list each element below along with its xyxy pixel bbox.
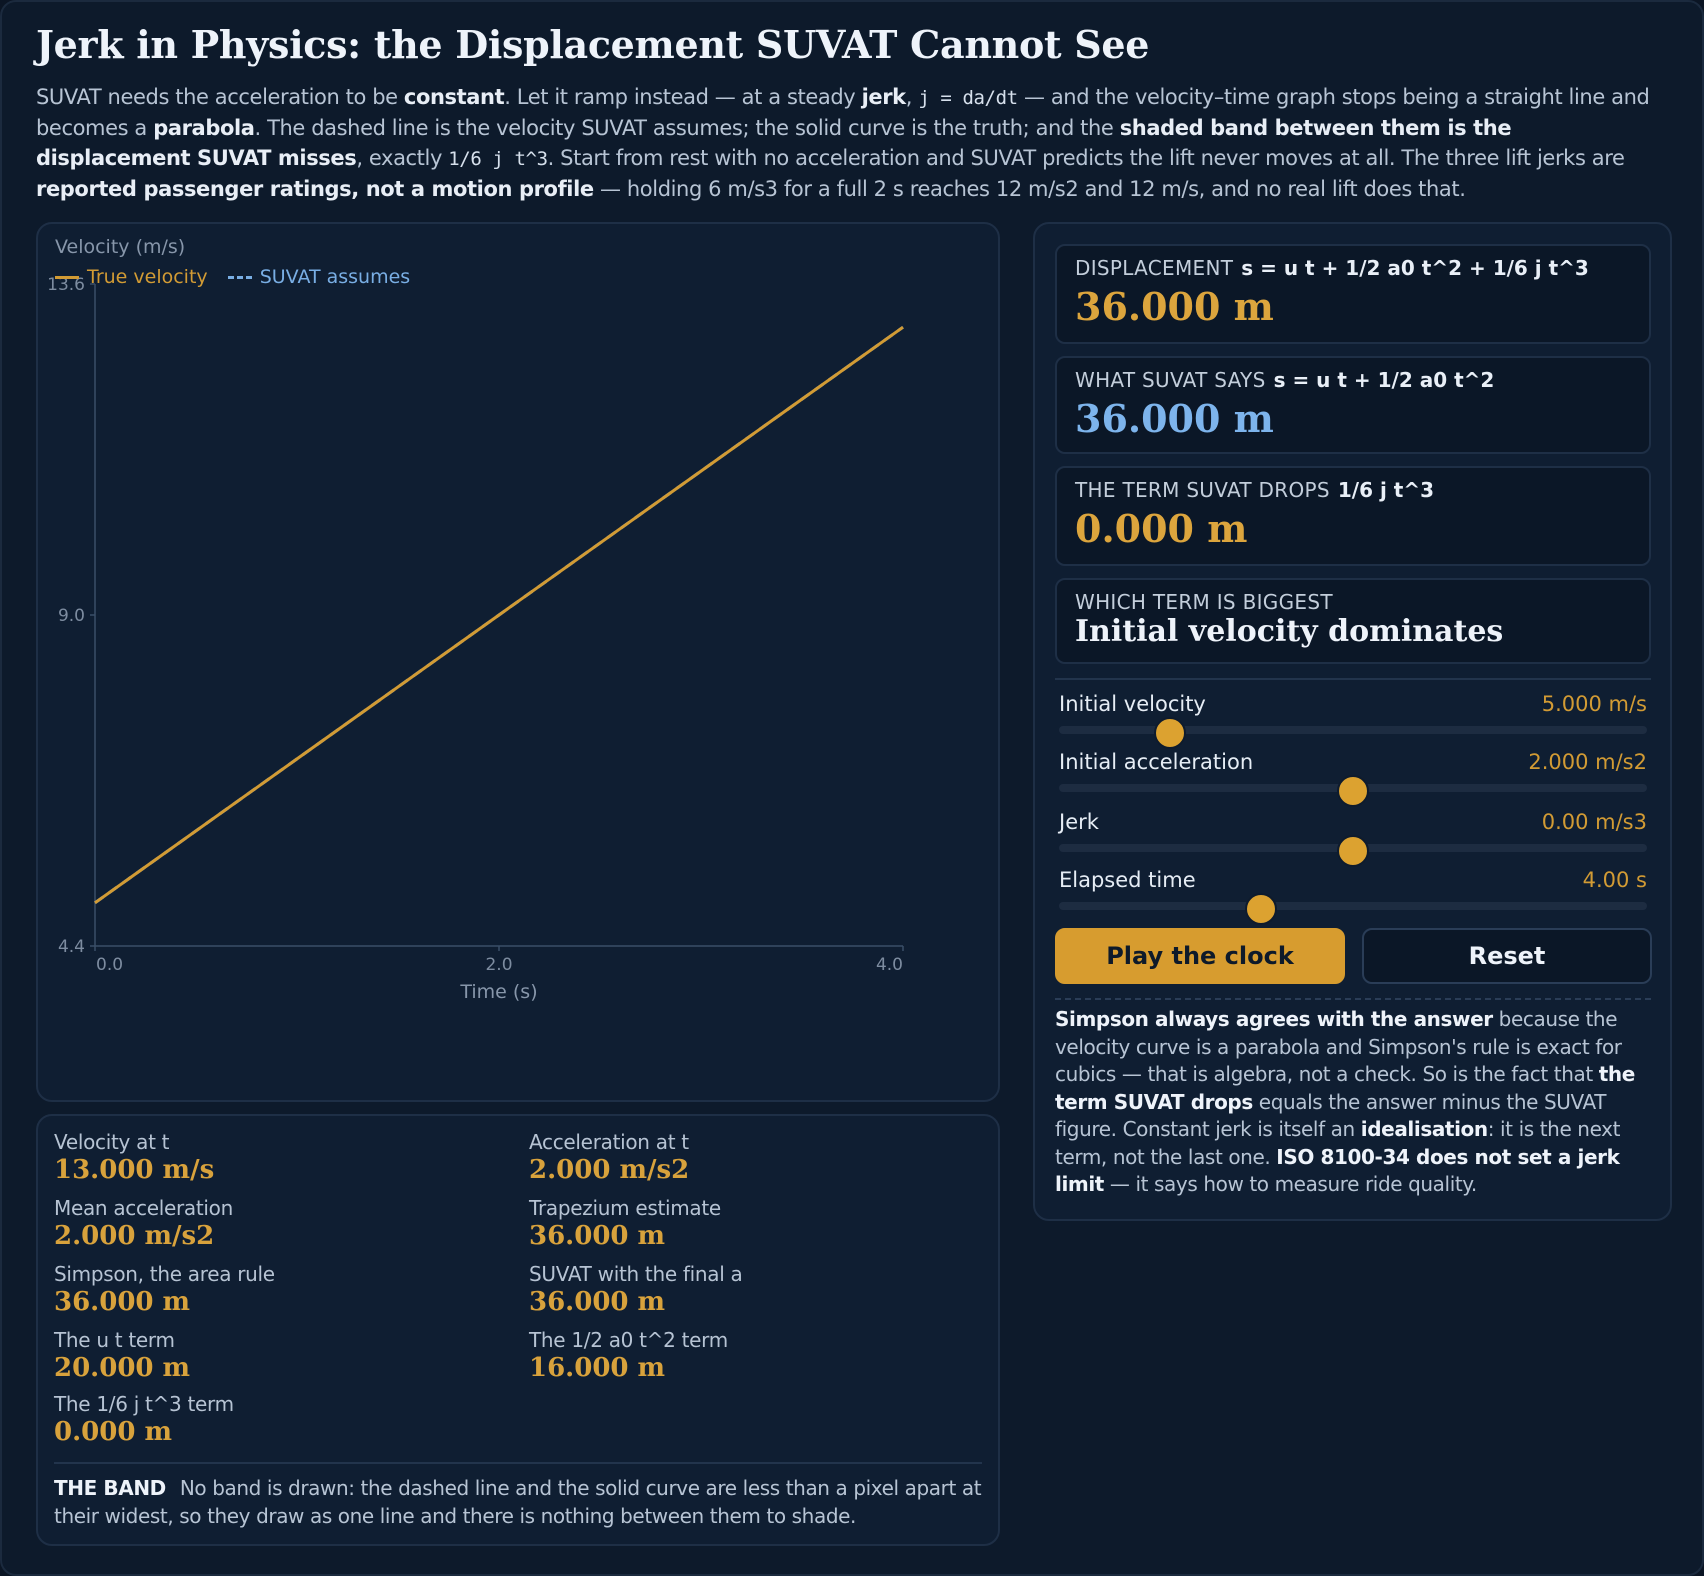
- slider-thumb[interactable]: [1245, 893, 1278, 925]
- dropped-term-label: THE TERM SUVAT DROPS: [1075, 478, 1330, 502]
- initial-acceleration-label: Initial acceleration: [1059, 750, 1254, 774]
- velocity-time-chart: 13.6 9.0 4.4 0.0 2.0 4.0 Time (s): [47, 275, 904, 1003]
- slider-track[interactable]: [1059, 902, 1647, 910]
- suvat-formula: s = u t + 1/2 a0 t^2: [1273, 368, 1495, 392]
- slider-thumb[interactable]: [1337, 835, 1369, 867]
- stat-suvat-final: SUVAT with the final a 36.000 m: [529, 1262, 743, 1317]
- y-axis-label: Velocity (m/s): [55, 236, 186, 258]
- stat-velocity: Velocity at t 13.000 m/s: [54, 1130, 215, 1185]
- stats-panel: Velocity at t 13.000 m/s Acceleration at…: [36, 1114, 1000, 1546]
- displacement-formula: s = u t + 1/2 a0 t^2 + 1/6 j t^3: [1241, 256, 1589, 280]
- band-note: THE BAND No band is drawn: the dashed lin…: [54, 1476, 982, 1528]
- elapsed-time-value: 4.00 s: [1582, 868, 1647, 892]
- initial-velocity-slider[interactable]: Initial velocity 5.000 m/s: [1059, 692, 1647, 749]
- reset-button[interactable]: Reset: [1362, 928, 1652, 984]
- biggest-term-card: WHICH TERM IS BIGGEST Initial velocity d…: [1055, 578, 1651, 664]
- displacement-value: 36.000 m: [1075, 284, 1274, 329]
- jerk-slider[interactable]: Jerk 0.00 m/s3: [1059, 810, 1647, 867]
- x-axis-label: Time (s): [459, 981, 537, 1003]
- legend-solid-swatch: [55, 276, 79, 279]
- stat-jerk-term: The 1/6 j t^3 term 0.000 m: [54, 1392, 234, 1447]
- x-tick-label: 2.0: [485, 955, 512, 975]
- controls-divider: [1055, 678, 1651, 680]
- stat-half-a-term: The 1/2 a0 t^2 term 16.000 m: [529, 1328, 728, 1383]
- note-divider: [1055, 998, 1651, 1000]
- jerk-value: 0.00 m/s3: [1541, 810, 1647, 834]
- simpson-note: Simpson always agrees with the answer be…: [1055, 1007, 1635, 1196]
- slider-thumb[interactable]: [1337, 775, 1369, 807]
- stat-acceleration: Acceleration at t 2.000 m/s2: [529, 1130, 690, 1185]
- biggest-term-value: Initial velocity dominates: [1075, 614, 1504, 649]
- initial-velocity-label: Initial velocity: [1059, 692, 1206, 716]
- suvat-value: 36.000 m: [1075, 396, 1274, 441]
- legend-dashed-swatch: [227, 276, 252, 279]
- suvat-card: WHAT SUVAT SAYS s = u t + 1/2 a0 t^2 36.0…: [1055, 356, 1651, 454]
- suvat-label: WHAT SUVAT SAYS: [1075, 368, 1266, 392]
- initial-velocity-value: 5.000 m/s: [1541, 692, 1647, 716]
- stats-divider: [54, 1462, 982, 1464]
- chart-legend: True velocity SUVAT assumes: [55, 266, 424, 288]
- stat-mean-acceleration: Mean acceleration 2.000 m/s2: [54, 1196, 233, 1251]
- initial-acceleration-slider[interactable]: Initial acceleration 2.000 m/s2: [1059, 750, 1647, 807]
- intro-text: SUVAT needs the acceleration to be const…: [36, 85, 1650, 201]
- true-velocity-line: [94, 325, 904, 905]
- stat-ut-term: The u t term 20.000 m: [54, 1328, 191, 1383]
- dropped-term-value: 0.000 m: [1075, 506, 1248, 551]
- velocity-chart-panel: 13.6 9.0 4.4 0.0 2.0 4.0 Time (s) Velocity (m/…: [36, 222, 1000, 1102]
- play-clock-button[interactable]: Play the clock: [1055, 928, 1345, 984]
- stat-trapezium: Trapezium estimate 36.000 m: [529, 1196, 721, 1251]
- elapsed-time-label: Elapsed time: [1059, 868, 1196, 892]
- biggest-term-label: WHICH TERM IS BIGGEST: [1075, 590, 1333, 614]
- legend-suvat-assumes: SUVAT assumes: [227, 266, 410, 288]
- slider-track[interactable]: [1059, 726, 1647, 734]
- jerk-label: Jerk: [1059, 810, 1099, 834]
- x-tick-label: 0.0: [96, 955, 123, 975]
- stat-simpson: Simpson, the area rule 36.000 m: [54, 1262, 275, 1317]
- controls-panel: DISPLACEMENT s = u t + 1/2 a0 t^2 + 1/6 j…: [1033, 222, 1672, 1221]
- x-tick-label: 4.0: [876, 955, 903, 975]
- legend-true-velocity: True velocity: [55, 266, 208, 288]
- y-tick-label: 13.6: [47, 275, 85, 295]
- displacement-label: DISPLACEMENT: [1075, 256, 1234, 280]
- y-tick-label: 9.0: [58, 606, 85, 626]
- elapsed-time-slider[interactable]: Elapsed time 4.00 s: [1059, 868, 1647, 925]
- dropped-term-formula: 1/6 j t^3: [1337, 478, 1435, 502]
- initial-acceleration-value: 2.000 m/s2: [1528, 750, 1647, 774]
- displacement-card: DISPLACEMENT s = u t + 1/2 a0 t^2 + 1/6 j…: [1055, 244, 1651, 344]
- dropped-term-card: THE TERM SUVAT DROPS 1/6 j t^3 0.000 m: [1055, 466, 1651, 566]
- page-title: Jerk in Physics: the Displacement SUVAT …: [36, 22, 1150, 67]
- y-tick-label: 4.4: [58, 937, 85, 957]
- slider-thumb[interactable]: [1153, 717, 1186, 749]
